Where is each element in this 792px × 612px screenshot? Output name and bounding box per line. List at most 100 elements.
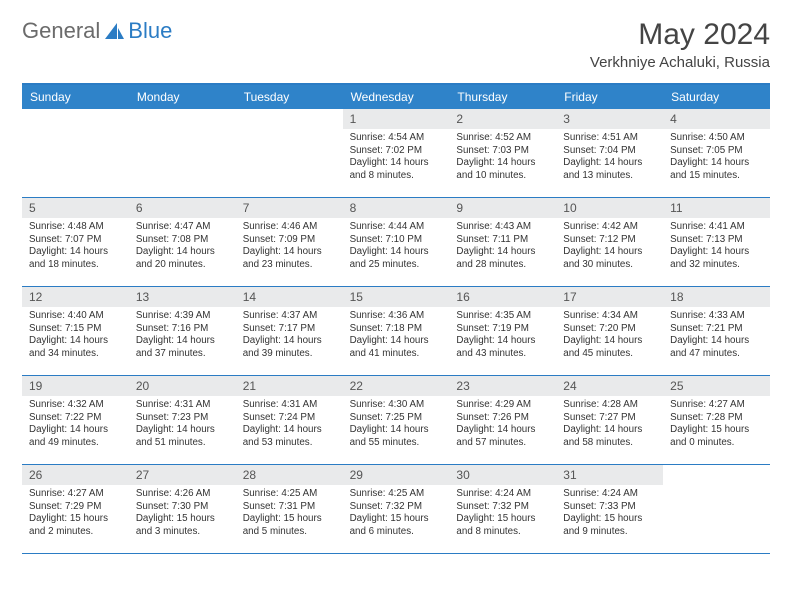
- sunrise-text: Sunrise: 4:46 AM: [243, 221, 336, 234]
- sunrise-text: Sunrise: 4:36 AM: [350, 310, 443, 323]
- daylight-text: Daylight: 14 hours and 30 minutes.: [563, 246, 656, 271]
- day-info: Sunrise: 4:32 AMSunset: 7:22 PMDaylight:…: [22, 396, 129, 455]
- sunrise-text: Sunrise: 4:24 AM: [563, 488, 656, 501]
- sunrise-text: Sunrise: 4:26 AM: [136, 488, 229, 501]
- sunrise-text: Sunrise: 4:34 AM: [563, 310, 656, 323]
- sunset-text: Sunset: 7:24 PM: [243, 412, 336, 425]
- calendar-cell: [129, 109, 236, 197]
- day-info: Sunrise: 4:28 AMSunset: 7:27 PMDaylight:…: [556, 396, 663, 455]
- daylight-text: Daylight: 15 hours and 0 minutes.: [670, 424, 763, 449]
- calendar-cell: 16Sunrise: 4:35 AMSunset: 7:19 PMDayligh…: [449, 287, 556, 375]
- calendar-cell: 31Sunrise: 4:24 AMSunset: 7:33 PMDayligh…: [556, 465, 663, 553]
- day-info: Sunrise: 4:31 AMSunset: 7:23 PMDaylight:…: [129, 396, 236, 455]
- calendar-cell: [22, 109, 129, 197]
- calendar-cell: [236, 109, 343, 197]
- calendar-cell: 17Sunrise: 4:34 AMSunset: 7:20 PMDayligh…: [556, 287, 663, 375]
- daylight-text: Daylight: 14 hours and 37 minutes.: [136, 335, 229, 360]
- sunset-text: Sunset: 7:28 PM: [670, 412, 763, 425]
- sunset-text: Sunset: 7:25 PM: [350, 412, 443, 425]
- calendar-cell: 25Sunrise: 4:27 AMSunset: 7:28 PMDayligh…: [663, 376, 770, 464]
- calendar-cell: 15Sunrise: 4:36 AMSunset: 7:18 PMDayligh…: [343, 287, 450, 375]
- calendar-week: 26Sunrise: 4:27 AMSunset: 7:29 PMDayligh…: [22, 465, 770, 554]
- daylight-text: Daylight: 14 hours and 49 minutes.: [29, 424, 122, 449]
- daylight-text: Daylight: 14 hours and 34 minutes.: [29, 335, 122, 360]
- day-header-row: SundayMondayTuesdayWednesdayThursdayFrid…: [22, 85, 770, 109]
- sunrise-text: Sunrise: 4:48 AM: [29, 221, 122, 234]
- sunset-text: Sunset: 7:18 PM: [350, 323, 443, 336]
- sunset-text: Sunset: 7:16 PM: [136, 323, 229, 336]
- sunrise-text: Sunrise: 4:31 AM: [243, 399, 336, 412]
- day-header: Monday: [129, 85, 236, 109]
- daylight-text: Daylight: 14 hours and 28 minutes.: [456, 246, 549, 271]
- sunset-text: Sunset: 7:08 PM: [136, 234, 229, 247]
- day-header: Wednesday: [343, 85, 450, 109]
- day-info: Sunrise: 4:27 AMSunset: 7:28 PMDaylight:…: [663, 396, 770, 455]
- daylight-text: Daylight: 14 hours and 43 minutes.: [456, 335, 549, 360]
- calendar-cell: 26 Sunrise: 4:27 AMSunset: 7:29 PMDayligh…: [22, 465, 129, 553]
- day-number: 14: [236, 287, 343, 307]
- day-number: 3: [556, 109, 663, 129]
- logo-text-blue: Blue: [128, 18, 172, 44]
- sunrise-text: Sunrise: 4:52 AM: [456, 132, 549, 145]
- day-number: 4: [663, 109, 770, 129]
- sunrise-text: Sunrise: 4:41 AM: [670, 221, 763, 234]
- daylight-text: Daylight: 15 hours and 2 minutes.: [29, 513, 122, 538]
- sunset-text: Sunset: 7:12 PM: [563, 234, 656, 247]
- sunset-text: Sunset: 7:07 PM: [29, 234, 122, 247]
- day-info: Sunrise: 4:44 AMSunset: 7:10 PMDaylight:…: [343, 218, 450, 277]
- calendar-cell: 21Sunrise: 4:31 AMSunset: 7:24 PMDayligh…: [236, 376, 343, 464]
- sunset-text: Sunset: 7:29 PM: [29, 501, 122, 514]
- day-info: Sunrise: 4:50 AMSunset: 7:05 PMDaylight:…: [663, 129, 770, 188]
- day-number: 25: [663, 376, 770, 396]
- sunrise-text: Sunrise: 4:25 AM: [350, 488, 443, 501]
- day-info: Sunrise: 4:24 AMSunset: 7:33 PMDaylight:…: [556, 485, 663, 544]
- day-number: 26: [22, 465, 129, 485]
- calendar-cell: 28Sunrise: 4:25 AMSunset: 7:31 PMDayligh…: [236, 465, 343, 553]
- daylight-text: Daylight: 14 hours and 58 minutes.: [563, 424, 656, 449]
- calendar-cell: 29Sunrise: 4:25 AMSunset: 7:32 PMDayligh…: [343, 465, 450, 553]
- sunset-text: Sunset: 7:22 PM: [29, 412, 122, 425]
- daylight-text: Daylight: 14 hours and 41 minutes.: [350, 335, 443, 360]
- daylight-text: Daylight: 14 hours and 13 minutes.: [563, 157, 656, 182]
- sunrise-text: Sunrise: 4:47 AM: [136, 221, 229, 234]
- day-info: Sunrise: 4:47 AMSunset: 7:08 PMDaylight:…: [129, 218, 236, 277]
- calendar-cell: 1Sunrise: 4:54 AMSunset: 7:02 PMDaylight…: [343, 109, 450, 197]
- day-number: 19: [22, 376, 129, 396]
- calendar-cell: 4Sunrise: 4:50 AMSunset: 7:05 PMDaylight…: [663, 109, 770, 197]
- calendar-cell: 3Sunrise: 4:51 AMSunset: 7:04 PMDaylight…: [556, 109, 663, 197]
- calendar-cell: 5Sunrise: 4:48 AMSunset: 7:07 PMDaylight…: [22, 198, 129, 286]
- daylight-text: Daylight: 14 hours and 15 minutes.: [670, 157, 763, 182]
- daylight-text: Daylight: 14 hours and 32 minutes.: [670, 246, 763, 271]
- daylight-text: Daylight: 14 hours and 51 minutes.: [136, 424, 229, 449]
- sunset-text: Sunset: 7:03 PM: [456, 145, 549, 158]
- sunrise-text: Sunrise: 4:50 AM: [670, 132, 763, 145]
- day-info: Sunrise: 4:41 AMSunset: 7:13 PMDaylight:…: [663, 218, 770, 277]
- day-number: 5: [22, 198, 129, 218]
- daylight-text: Daylight: 15 hours and 9 minutes.: [563, 513, 656, 538]
- sunset-text: Sunset: 7:11 PM: [456, 234, 549, 247]
- daylight-text: Daylight: 15 hours and 3 minutes.: [136, 513, 229, 538]
- sunrise-text: Sunrise: 4:27 AM: [29, 488, 122, 501]
- calendar-cell: 18Sunrise: 4:33 AMSunset: 7:21 PMDayligh…: [663, 287, 770, 375]
- sunrise-text: Sunrise: 4:39 AM: [136, 310, 229, 323]
- day-number: 11: [663, 198, 770, 218]
- calendar-cell: 2Sunrise: 4:52 AMSunset: 7:03 PMDaylight…: [449, 109, 556, 197]
- day-number: 27: [129, 465, 236, 485]
- sunrise-text: Sunrise: 4:43 AM: [456, 221, 549, 234]
- calendar-week: 12Sunrise: 4:40 AMSunset: 7:15 PMDayligh…: [22, 287, 770, 376]
- day-info: Sunrise: 4:51 AMSunset: 7:04 PMDaylight:…: [556, 129, 663, 188]
- daylight-text: Daylight: 14 hours and 53 minutes.: [243, 424, 336, 449]
- day-info: Sunrise: 4:24 AMSunset: 7:32 PMDaylight:…: [449, 485, 556, 544]
- sunset-text: Sunset: 7:26 PM: [456, 412, 549, 425]
- header: General Blue May 2024 Verkhniye Achaluki…: [22, 18, 770, 71]
- calendar-cell: 19Sunrise: 4:32 AMSunset: 7:22 PMDayligh…: [22, 376, 129, 464]
- daylight-text: Daylight: 14 hours and 23 minutes.: [243, 246, 336, 271]
- calendar-cell: 23Sunrise: 4:29 AMSunset: 7:26 PMDayligh…: [449, 376, 556, 464]
- calendar-cell: 22Sunrise: 4:30 AMSunset: 7:25 PMDayligh…: [343, 376, 450, 464]
- sunset-text: Sunset: 7:05 PM: [670, 145, 763, 158]
- day-number: 8: [343, 198, 450, 218]
- day-info: Sunrise: 4:36 AMSunset: 7:18 PMDaylight:…: [343, 307, 450, 366]
- day-info: Sunrise: 4:46 AMSunset: 7:09 PMDaylight:…: [236, 218, 343, 277]
- day-number: 28: [236, 465, 343, 485]
- logo-text-general: General: [22, 18, 100, 44]
